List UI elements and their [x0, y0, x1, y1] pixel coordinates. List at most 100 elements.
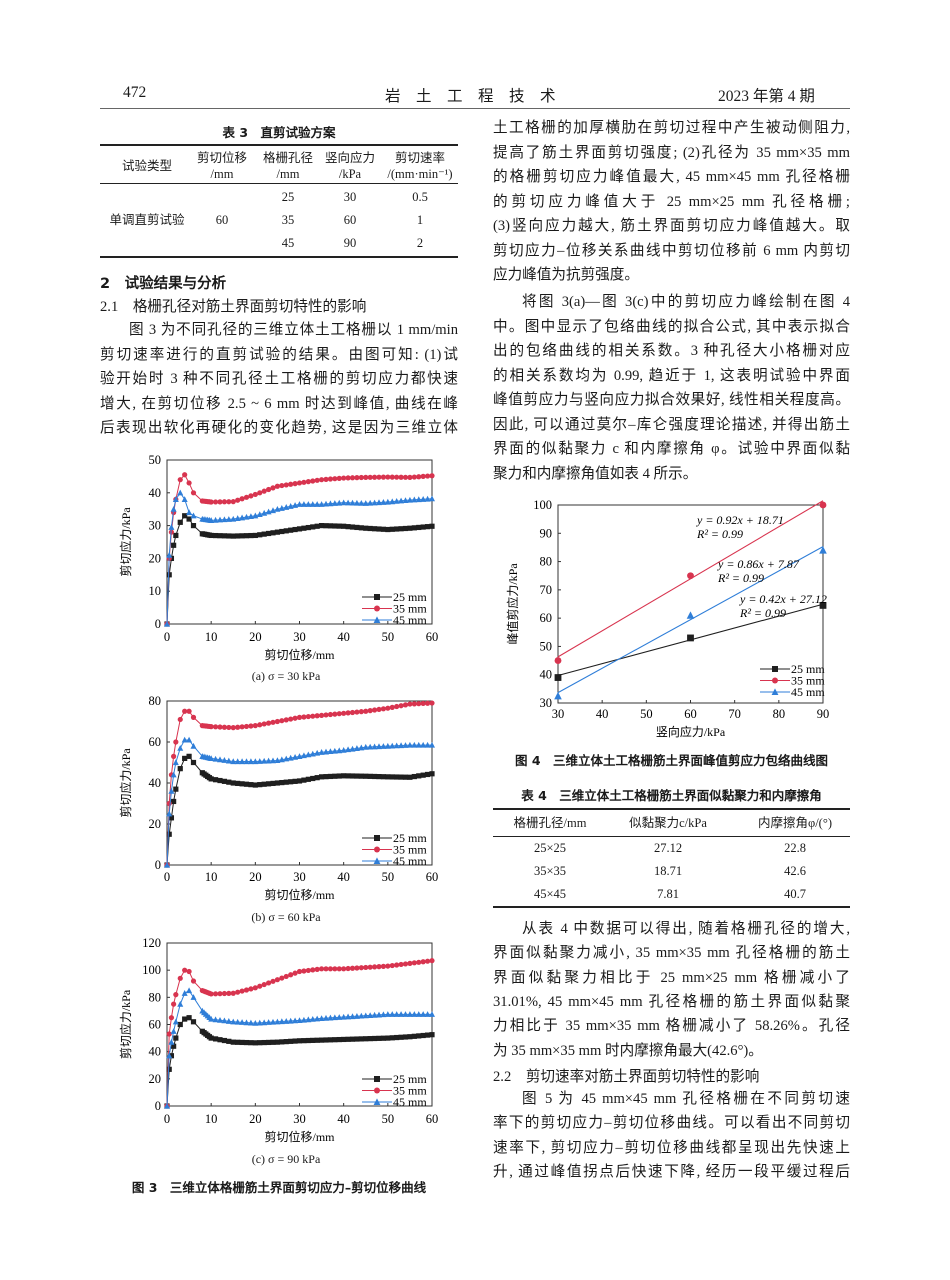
y-tick-label: 80: [149, 990, 162, 1004]
data-point: [243, 533, 250, 539]
data-point: [239, 758, 246, 765]
data-point: [354, 965, 360, 971]
data-point: [235, 989, 241, 995]
table4-header-aperture: 格栅孔径/mm: [513, 816, 587, 830]
fig3a-chart: 0 10 20 30 40 50 60 0 10 20 30 40 50 剪切位移/mm 剪切应力/kPa 2…: [118, 453, 438, 662]
data-point: [274, 757, 281, 764]
data-point: [221, 499, 228, 505]
data-point: [687, 572, 694, 580]
data-point: [314, 523, 320, 529]
data-point: [318, 774, 325, 780]
data-point: [172, 1018, 179, 1025]
data-point: [287, 754, 294, 761]
data-point: [261, 721, 267, 727]
data-point: [318, 501, 325, 507]
y-tick-label: 0: [155, 1099, 161, 1113]
data-point: [217, 516, 223, 523]
data-point: [411, 525, 417, 531]
data-point: [221, 990, 228, 997]
data-point: [416, 474, 422, 480]
data-point: [389, 962, 395, 969]
data-point: [340, 747, 347, 753]
table4-cell: 35×35: [533, 864, 567, 878]
x-tick-label: 0: [164, 870, 170, 884]
data-point: [166, 572, 172, 578]
data-point: [173, 739, 179, 745]
data-point: [314, 501, 321, 507]
data-point: [314, 775, 320, 781]
x-tick-label: 60: [426, 1112, 439, 1126]
table3-aperture: 45: [281, 236, 295, 250]
data-point: [305, 713, 311, 720]
data-point: [362, 1012, 369, 1019]
data-point: [389, 774, 395, 780]
data-point: [323, 523, 329, 529]
data-point: [288, 1038, 294, 1044]
data-point: [398, 774, 404, 780]
data-point: [296, 1038, 303, 1044]
data-point: [341, 523, 347, 529]
data-point: [274, 483, 281, 489]
data-point: [292, 753, 299, 760]
data-point: [301, 1038, 307, 1044]
data-point: [225, 1018, 232, 1024]
data-point: [314, 1037, 320, 1043]
data-point: [248, 532, 254, 539]
data-point: [190, 523, 197, 529]
data-point: [420, 1011, 427, 1017]
data-point: [283, 755, 290, 762]
data-point: [327, 773, 334, 780]
data-point: [406, 496, 413, 503]
data-point: [358, 744, 365, 751]
data-point: [411, 496, 418, 503]
data-point: [283, 779, 289, 785]
data-point: [296, 1017, 303, 1024]
data-point: [332, 773, 338, 779]
data-point: [394, 474, 400, 480]
y-tick-label: 100: [533, 498, 552, 512]
data-point: [398, 474, 404, 480]
data-point: [230, 780, 236, 786]
data-point: [206, 1034, 212, 1040]
data-point: [243, 723, 250, 730]
text-line: 出的包络曲线的相关系数。3 种孔径大小格栅对应: [493, 343, 850, 359]
legend-label: 35 mm: [393, 1084, 427, 1098]
data-point: [420, 700, 426, 707]
data-point: [318, 477, 325, 483]
data-point: [261, 981, 267, 988]
data-point: [177, 716, 183, 723]
table3-aperture: 35: [281, 213, 295, 227]
data-point: [327, 1037, 334, 1043]
table3-rate: 1: [416, 213, 424, 227]
data-point: [225, 757, 232, 764]
text-line: 的格栅剪切应力峰值最大, 45 mm×45 mm 孔径格栅: [493, 169, 850, 185]
data-point: [261, 488, 267, 494]
x-axis-label: 剪切位移/mm: [264, 1129, 335, 1144]
data-point: [323, 774, 329, 780]
data-point: [270, 757, 276, 764]
series-45mm: [164, 987, 435, 1109]
data-point: [212, 516, 219, 523]
data-point: [380, 474, 387, 480]
data-point: [389, 474, 395, 480]
data-point: [384, 742, 391, 749]
data-point: [177, 766, 183, 772]
data-point: [221, 724, 228, 730]
data-point: [354, 1036, 360, 1042]
data-point: [327, 500, 334, 507]
data-point: [274, 1018, 281, 1025]
data-point: [323, 476, 329, 482]
data-point: [283, 528, 289, 534]
data-point: [376, 706, 382, 713]
table3-header-type: 试验类型: [121, 159, 173, 173]
text-line: 的剪切应力峰值大于 25 mm×25 mm 孔径格栅;: [493, 193, 850, 210]
data-point: [221, 778, 228, 784]
x-tick-label: 40: [337, 870, 350, 884]
data-point: [331, 500, 338, 506]
data-point: [230, 1018, 237, 1025]
legend-label: 35 mm: [791, 674, 825, 688]
data-point: [301, 714, 307, 720]
data-point: [411, 741, 418, 748]
legend-label: 45 mm: [393, 854, 427, 868]
fit-r2: R² = 0.99: [696, 527, 743, 541]
